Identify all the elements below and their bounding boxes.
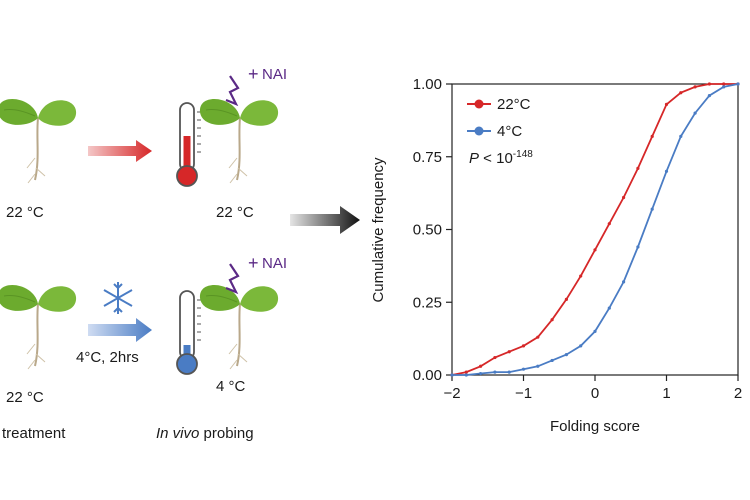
lightning-icon [225,75,240,107]
y-tick-label: 0.25 [413,294,442,311]
treatment-caption: treatment [2,425,66,442]
data-point [550,358,554,363]
seedling-icon [198,284,280,370]
data-point [507,350,511,354]
data-point [707,94,712,98]
thermometer-cold-icon [176,290,201,375]
x-tick-label: 1 [662,385,670,402]
p-exponent: -148 [513,149,533,160]
x-tick-label: −1 [515,385,532,402]
data-point [722,85,726,89]
data-point [464,373,468,377]
y-tick-label: 1.00 [413,76,442,93]
x-tick-label: 2 [734,385,742,402]
treatment-condition: 4°C, 2hrs [76,349,139,366]
data-point [536,364,540,368]
probing-text: probing [199,425,254,442]
data-point [736,82,740,86]
data-point [607,306,611,310]
x-axis-label: Folding score [550,418,640,435]
y-axis-label: Cumulative frequency [370,157,387,303]
data-point [579,344,583,348]
data-point [464,370,468,374]
thermometer-warm-icon [176,102,201,187]
legend-label-4c: 4°C [497,123,522,140]
p-text: < 10 [479,150,513,167]
data-point [479,371,483,376]
data-point [593,329,597,333]
seedling-icon [198,98,280,184]
legend-label-22c: 22°C [497,96,531,113]
data-point [450,373,454,377]
lightning-icon [225,263,240,295]
data-point [664,102,669,106]
data-point [507,370,511,374]
cumulative-frequency-chart: −2 −1 0 1 2 0.00 0.25 0.50 0.75 1.00 Cumulative … [370,76,742,435]
y-tick-label: 0.00 [413,367,442,384]
data-point [521,367,526,371]
data-point [479,364,483,368]
legend-marker-22c [474,99,484,109]
data-point [564,297,569,301]
data-point [536,335,540,339]
data-point [622,280,626,284]
data-point [493,355,497,360]
data-point [679,91,683,95]
data-point [564,353,569,357]
p-value-annotation: P < 10-148 [469,149,533,167]
warm-arrow-icon [88,140,152,162]
bottom-start-temp: 22 °C [6,389,44,406]
data-point [593,248,597,252]
data-point [707,82,712,86]
data-point [679,134,683,138]
seedling-icon [0,284,78,370]
cold-arrow-icon [88,318,152,342]
legend: 22°C 4°C [467,96,531,140]
data-point [693,111,697,115]
result-arrow-icon [290,206,360,234]
plus-icon: + [248,64,259,84]
data-point [636,245,640,249]
p-symbol: P [469,150,479,167]
data-point [693,85,697,89]
top-reagent-label: NAI [262,66,288,83]
data-point [664,169,669,173]
bottom-probe-temp: 4 °C [216,378,246,395]
x-tick-label: 0 [591,385,599,402]
seedling-icon [0,98,78,184]
data-point [493,370,497,374]
data-point [650,207,654,211]
data-point [550,318,554,322]
top-probe-temp: 22 °C [216,204,254,221]
data-point [521,344,526,348]
legend-marker-4c [474,126,484,136]
in-vivo-text: In vivo [156,425,200,442]
data-point [579,274,583,278]
y-tick-label: 0.75 [413,149,442,166]
y-tick-label: 0.50 [413,222,442,239]
top-start-temp: 22 °C [6,204,44,221]
probing-caption: In vivo probing [156,425,254,442]
data-point [636,166,640,170]
data-point [622,195,626,200]
plus-icon: + [248,253,259,273]
data-point [722,82,726,86]
data-point [607,222,611,226]
x-tick-label: −2 [443,385,460,402]
data-point [650,134,654,138]
snowflake-icon [103,282,133,314]
bottom-reagent-label: NAI [262,255,288,272]
